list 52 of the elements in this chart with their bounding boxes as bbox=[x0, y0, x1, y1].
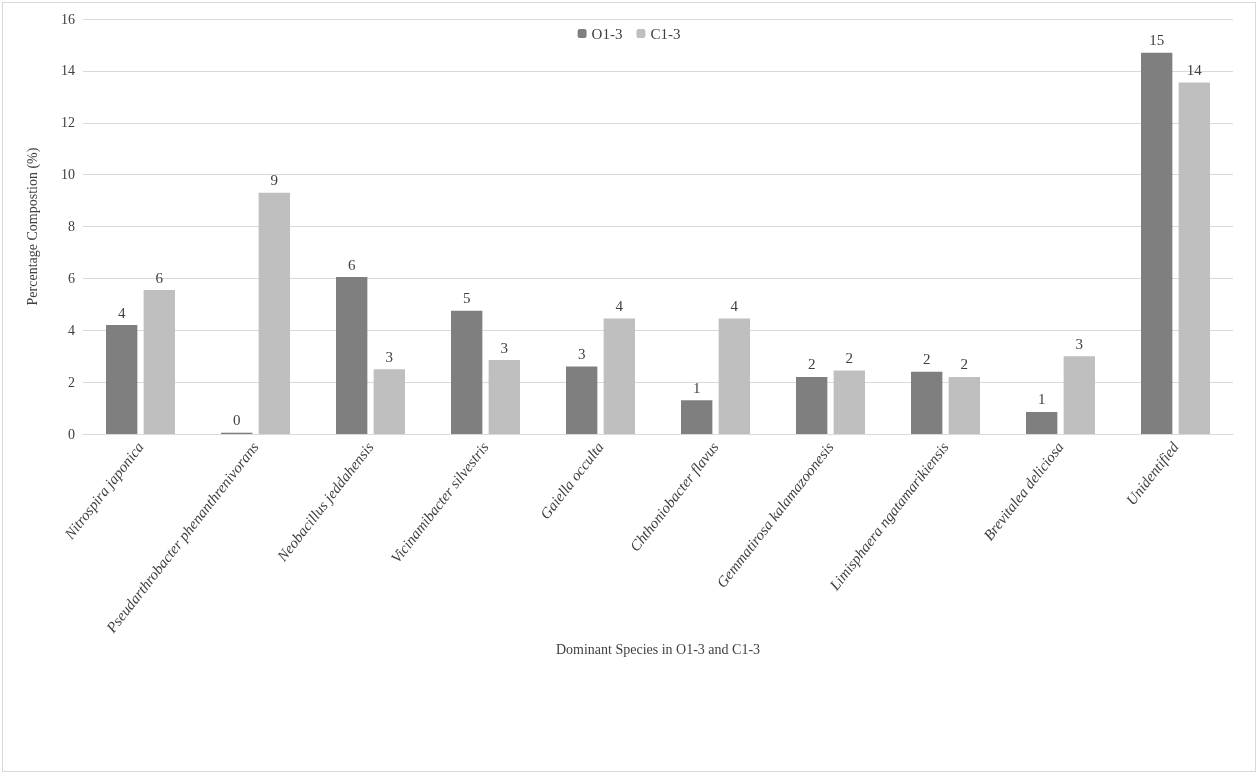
bar bbox=[911, 371, 943, 434]
data-label: 14 bbox=[1186, 62, 1203, 79]
y-tick-label: 10 bbox=[61, 167, 75, 183]
y-axis-title: Percentage Compostion (%) bbox=[24, 147, 41, 306]
bar bbox=[948, 376, 980, 434]
y-tick-label: 6 bbox=[68, 270, 75, 286]
bar bbox=[833, 370, 865, 434]
bar bbox=[1141, 52, 1173, 434]
data-label: 0 bbox=[232, 412, 241, 429]
y-tick-label: 4 bbox=[68, 322, 75, 338]
data-label: 6 bbox=[155, 269, 164, 286]
data-label: 15 bbox=[1149, 32, 1165, 49]
data-label: 1 bbox=[1037, 391, 1046, 408]
data-label: 3 bbox=[500, 339, 509, 356]
bar bbox=[143, 290, 175, 434]
bar bbox=[258, 192, 290, 434]
data-label: 4 bbox=[615, 298, 624, 315]
data-label: 4 bbox=[730, 298, 739, 315]
data-label: 5 bbox=[462, 290, 471, 307]
legend-label: O1-3 bbox=[591, 25, 623, 42]
y-tick-label: 16 bbox=[61, 11, 75, 27]
data-label: 1 bbox=[692, 379, 701, 396]
y-tick-label: 12 bbox=[61, 115, 75, 131]
bar bbox=[488, 360, 520, 434]
bar bbox=[566, 366, 598, 434]
data-label: 3 bbox=[1075, 335, 1084, 352]
bar bbox=[1063, 356, 1095, 434]
data-label: 2 bbox=[922, 351, 931, 368]
bar bbox=[681, 400, 713, 434]
data-label: 6 bbox=[347, 256, 356, 273]
legend-label: C1-3 bbox=[650, 25, 681, 42]
bar bbox=[451, 310, 483, 434]
bar bbox=[603, 318, 635, 434]
bar bbox=[1026, 411, 1058, 434]
bar bbox=[106, 325, 138, 434]
x-axis-title: Dominant Species in O1-3 and C1-3 bbox=[555, 641, 761, 657]
bar bbox=[336, 277, 368, 434]
data-label: 9 bbox=[270, 172, 279, 189]
y-tick-label: 8 bbox=[68, 219, 75, 234]
bar bbox=[718, 318, 750, 434]
y-tick-label: 0 bbox=[68, 426, 75, 442]
data-label: 3 bbox=[577, 346, 586, 363]
bar bbox=[1178, 82, 1210, 434]
bar bbox=[373, 369, 405, 434]
data-label: 2 bbox=[807, 356, 816, 373]
y-tick-label: 14 bbox=[61, 63, 75, 79]
bar bbox=[796, 376, 828, 434]
data-label: 2 bbox=[845, 349, 854, 366]
data-label: 3 bbox=[385, 348, 394, 365]
data-label: 4 bbox=[117, 304, 126, 321]
y-tick-label: 2 bbox=[68, 374, 75, 390]
data-label: 2 bbox=[960, 356, 969, 373]
